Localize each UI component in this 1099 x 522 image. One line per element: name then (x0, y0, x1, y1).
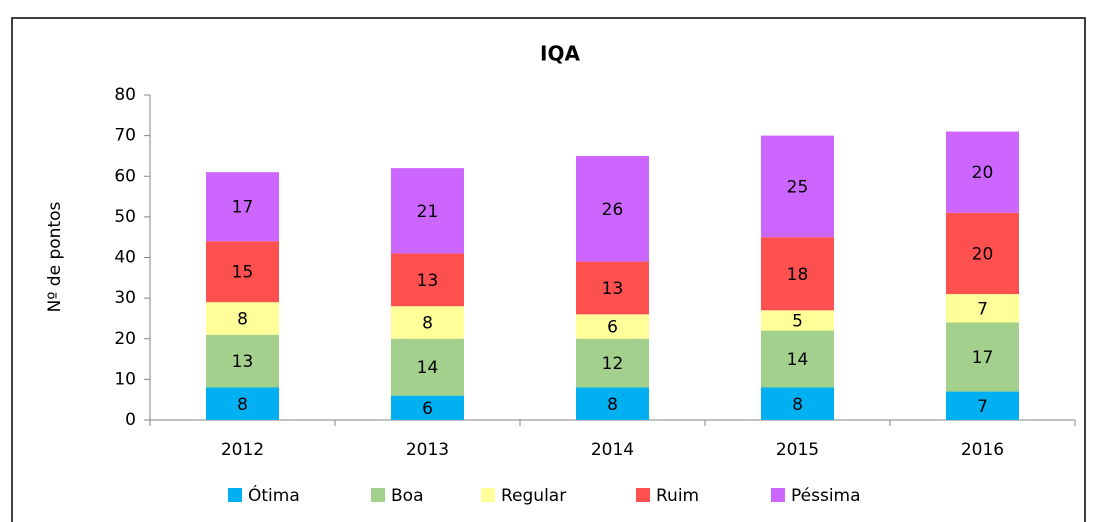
bar-segment (206, 334, 279, 388)
data-label: 6 (422, 399, 433, 419)
y-axis-label: Nº de pontos (45, 202, 65, 313)
bar-segment (761, 135, 834, 238)
data-label: 17 (972, 348, 994, 368)
bar-segment (391, 306, 464, 339)
data-label: 12 (602, 354, 624, 374)
data-label: 6 (607, 318, 618, 338)
data-label: 17 (232, 198, 254, 218)
bar-segment (946, 322, 1019, 392)
data-label: 8 (422, 314, 433, 334)
y-tick-label: 60 (114, 166, 136, 186)
legend-label: Ótima (248, 484, 300, 506)
legend-label: Péssima (791, 486, 861, 506)
legend-swatch (481, 488, 495, 502)
legend-swatch (771, 488, 785, 502)
bar-segment (576, 314, 649, 339)
y-tick-label: 30 (114, 288, 136, 308)
bar-segment (391, 168, 464, 254)
bar-segment (761, 330, 834, 388)
data-label: 21 (417, 202, 439, 222)
y-tick-label: 70 (114, 126, 136, 146)
data-label: 18 (787, 265, 809, 285)
x-tick-label: 2016 (961, 440, 1004, 460)
bar-segment (761, 387, 834, 420)
data-label: 8 (237, 395, 248, 415)
data-label: 13 (417, 271, 439, 291)
x-tick-label: 2014 (591, 440, 634, 460)
bar-segment (206, 387, 279, 420)
y-tick-label: 50 (114, 207, 136, 227)
bar-segment (761, 310, 834, 331)
bar-segment (206, 241, 279, 303)
x-tick-label: 2013 (406, 440, 449, 460)
data-label: 8 (792, 395, 803, 415)
data-label: 14 (417, 358, 439, 378)
y-tick-label: 40 (114, 248, 136, 268)
data-label: 14 (787, 350, 809, 370)
bar-segment (576, 155, 649, 262)
legend-label: Regular (501, 486, 566, 506)
chart-frame (11, 17, 1086, 522)
x-tick-label: 2015 (776, 440, 819, 460)
data-label: 20 (972, 244, 994, 264)
legend-swatch (228, 488, 242, 502)
data-label: 8 (607, 395, 618, 415)
bar-segment (391, 395, 464, 420)
chart-title: IQA (540, 42, 580, 66)
bar-segment (391, 338, 464, 396)
legend-label: Boa (391, 486, 423, 506)
bar-segment (206, 302, 279, 335)
data-label: 7 (977, 397, 988, 417)
y-tick-label: 10 (114, 369, 136, 389)
y-tick-label: 80 (114, 85, 136, 105)
data-label: 13 (232, 352, 254, 372)
bar-segment (576, 261, 649, 315)
legend-swatch (371, 488, 385, 502)
bar-segment (946, 391, 1019, 420)
data-label: 20 (972, 163, 994, 183)
y-tick-label: 0 (125, 410, 136, 430)
bar-segment (946, 131, 1019, 213)
legend-swatch (636, 488, 650, 502)
data-label: 26 (602, 200, 624, 220)
x-tick-label: 2012 (221, 440, 264, 460)
bar-segment (761, 237, 834, 311)
bar-segment (206, 172, 279, 242)
legend-label: Ruim (656, 486, 699, 506)
bar-segment (946, 212, 1019, 295)
bar-segment (946, 294, 1019, 323)
bar-segment (576, 387, 649, 420)
data-label: 5 (792, 311, 803, 331)
data-label: 15 (232, 263, 254, 283)
data-label: 8 (237, 309, 248, 329)
bar-segment (576, 338, 649, 388)
data-label: 25 (787, 177, 809, 197)
data-label: 13 (602, 279, 624, 299)
bar-segment (391, 253, 464, 307)
y-tick-label: 20 (114, 329, 136, 349)
data-label: 7 (977, 299, 988, 319)
